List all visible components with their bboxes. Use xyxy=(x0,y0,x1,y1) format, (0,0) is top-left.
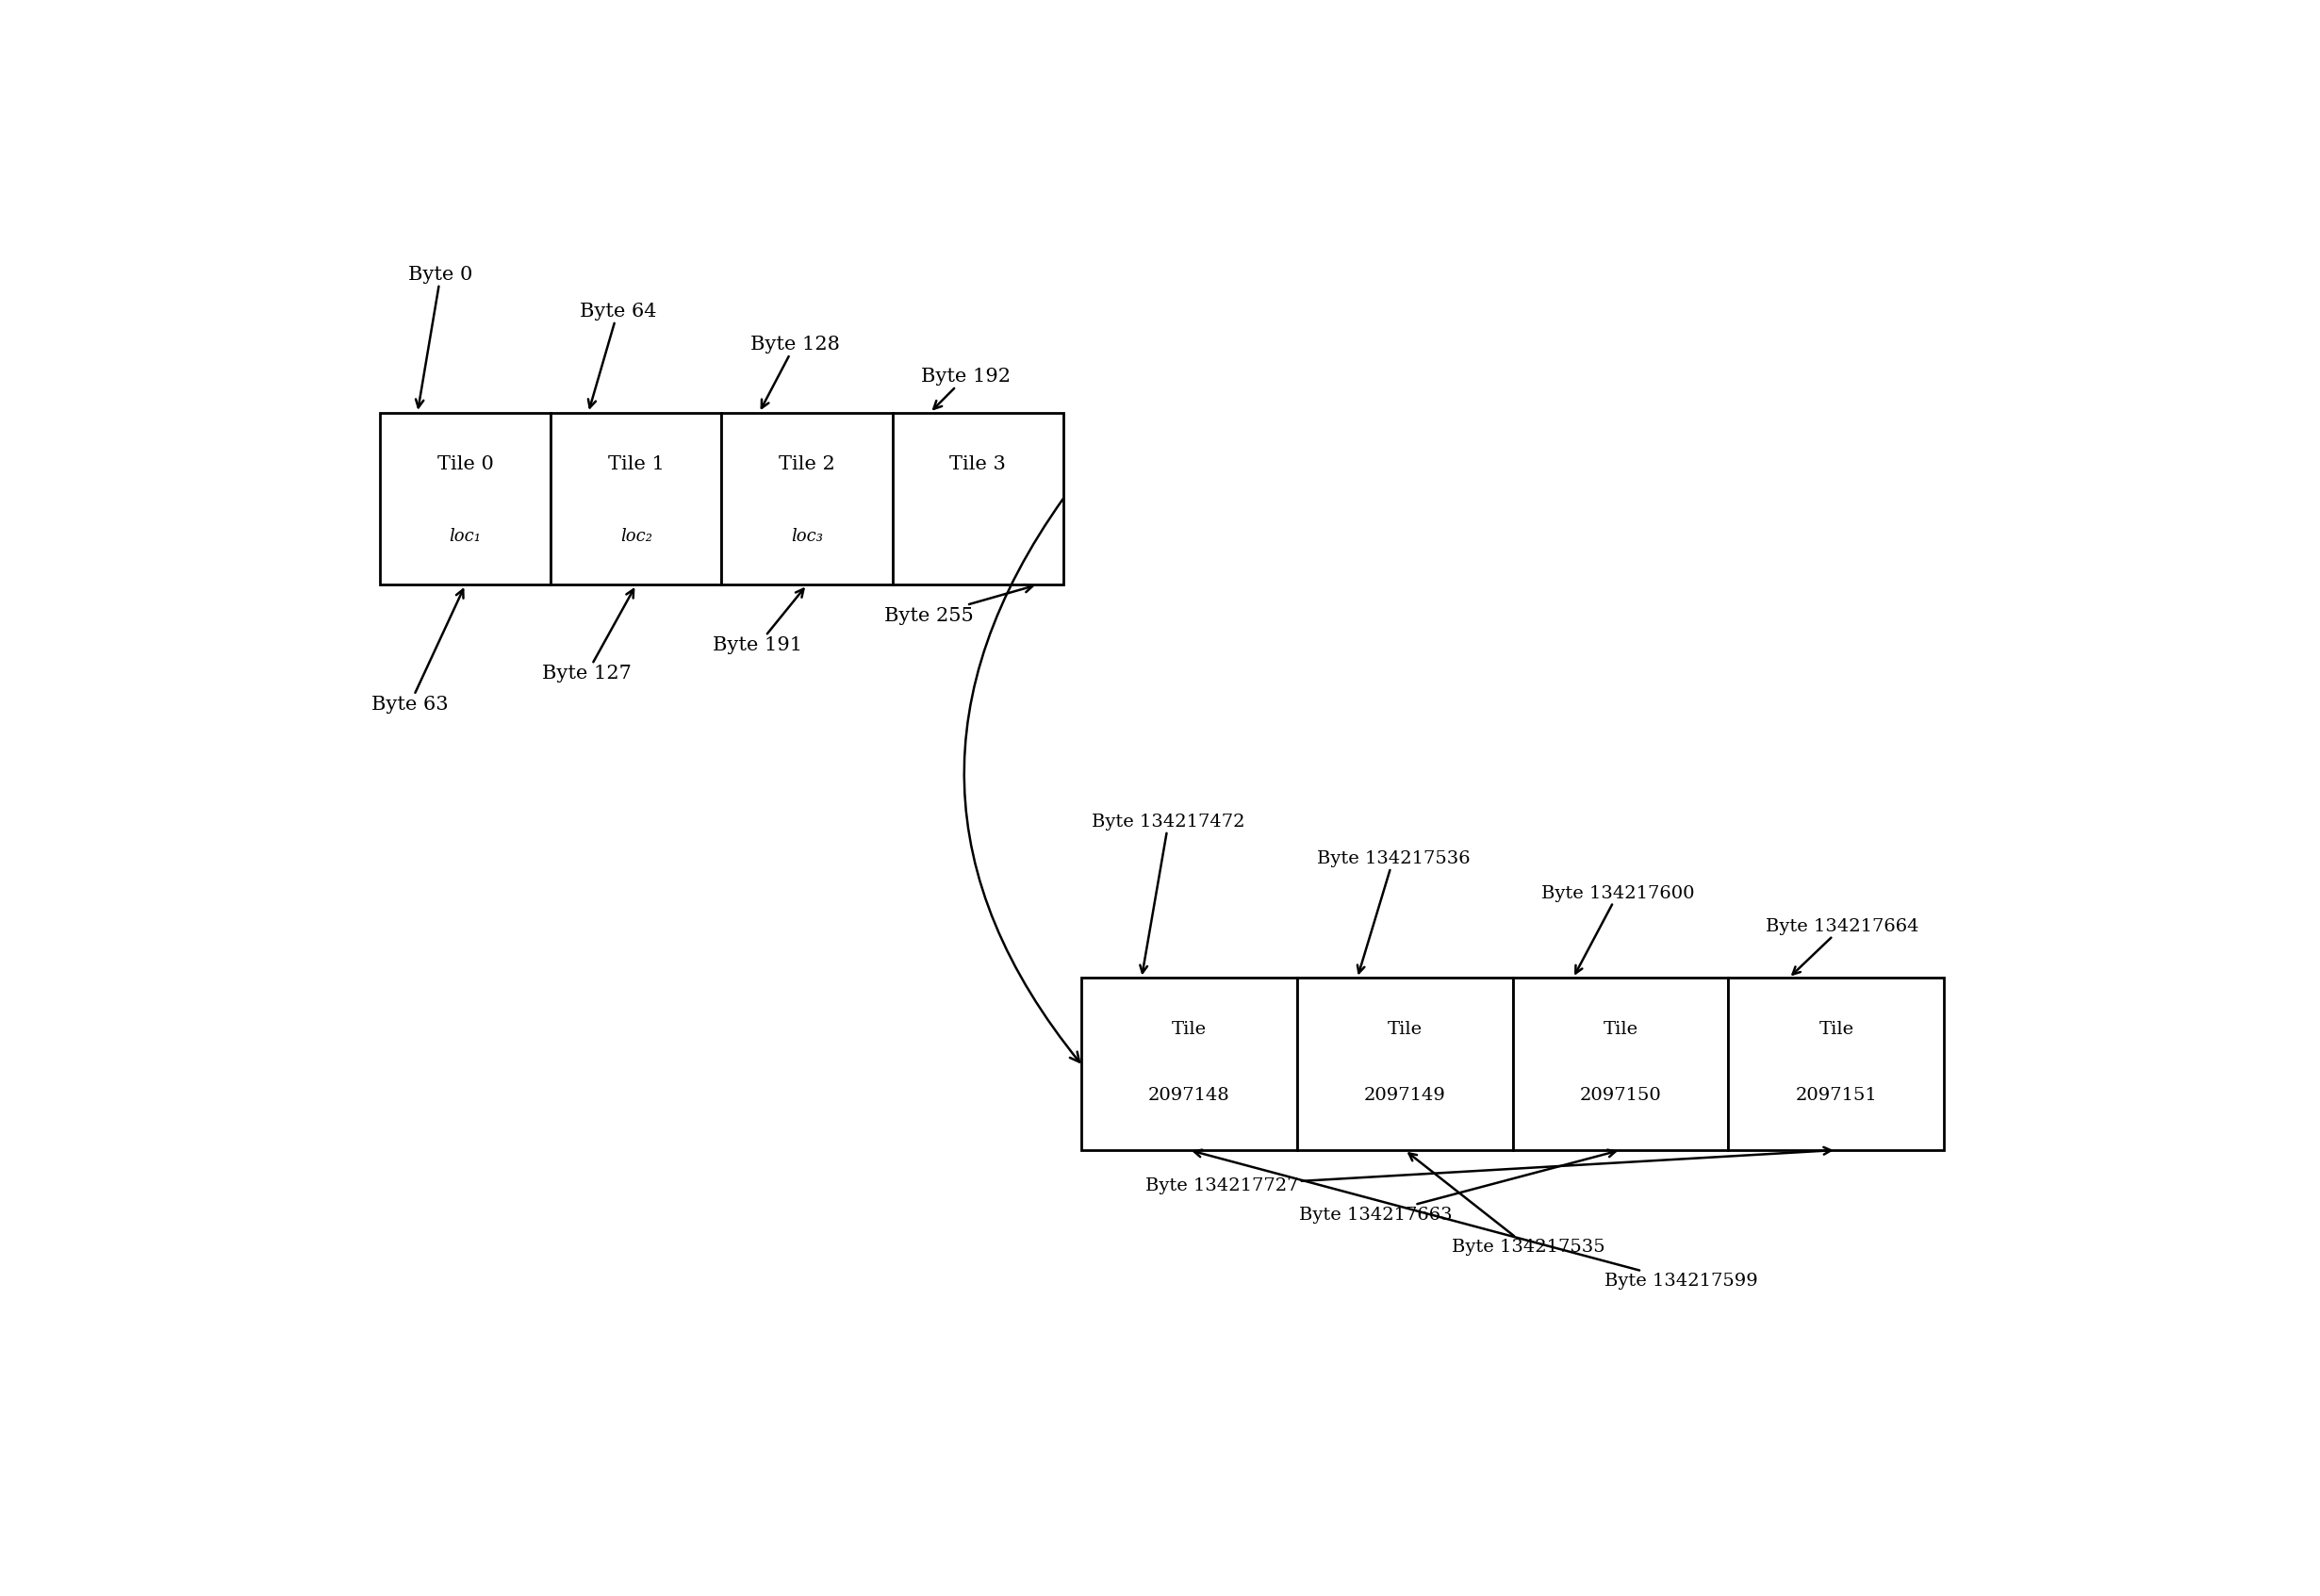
Text: Byte 134217599: Byte 134217599 xyxy=(1195,1149,1759,1290)
Text: Byte 64: Byte 64 xyxy=(580,303,657,407)
Text: Byte 134217727: Byte 134217727 xyxy=(1146,1148,1830,1194)
Text: Tile: Tile xyxy=(1819,1021,1854,1037)
Text: Tile 1: Tile 1 xyxy=(608,455,664,474)
Text: 2097151: 2097151 xyxy=(1796,1087,1877,1103)
Text: Byte 63: Byte 63 xyxy=(371,589,464,713)
Text: loc₂: loc₂ xyxy=(619,528,652,546)
Text: Byte 127: Byte 127 xyxy=(543,589,633,683)
Text: Byte 134217600: Byte 134217600 xyxy=(1540,884,1694,974)
Text: Byte 134217663: Byte 134217663 xyxy=(1299,1149,1615,1224)
Text: Tile 0: Tile 0 xyxy=(436,455,494,474)
Bar xyxy=(380,413,550,584)
Text: Byte 134217472: Byte 134217472 xyxy=(1093,814,1246,974)
Bar xyxy=(1297,978,1513,1151)
Text: Byte 134217664: Byte 134217664 xyxy=(1766,918,1919,975)
FancyArrowPatch shape xyxy=(965,498,1079,1061)
Text: Byte 192: Byte 192 xyxy=(921,367,1012,409)
Text: 2097149: 2097149 xyxy=(1364,1087,1445,1103)
Text: Tile: Tile xyxy=(1387,1021,1422,1037)
Bar xyxy=(1728,978,1944,1151)
Text: Tile: Tile xyxy=(1172,1021,1206,1037)
Text: Tile 3: Tile 3 xyxy=(949,455,1007,474)
Bar xyxy=(1513,978,1728,1151)
Text: loc₃: loc₃ xyxy=(791,528,824,546)
Text: loc₁: loc₁ xyxy=(450,528,480,546)
Text: Byte 255: Byte 255 xyxy=(884,584,1032,624)
Text: Tile: Tile xyxy=(1603,1021,1638,1037)
Text: Byte 134217536: Byte 134217536 xyxy=(1318,851,1471,974)
Text: 2097150: 2097150 xyxy=(1580,1087,1661,1103)
Text: Byte 134217535: Byte 134217535 xyxy=(1408,1154,1605,1256)
Text: Byte 128: Byte 128 xyxy=(749,335,840,409)
Bar xyxy=(1081,978,1297,1151)
Bar xyxy=(893,413,1063,584)
Text: Byte 191: Byte 191 xyxy=(712,589,803,654)
Bar xyxy=(722,413,893,584)
Text: 2097148: 2097148 xyxy=(1148,1087,1230,1103)
Text: Tile 2: Tile 2 xyxy=(780,455,835,474)
Bar xyxy=(550,413,722,584)
Text: Byte 0: Byte 0 xyxy=(408,267,473,407)
